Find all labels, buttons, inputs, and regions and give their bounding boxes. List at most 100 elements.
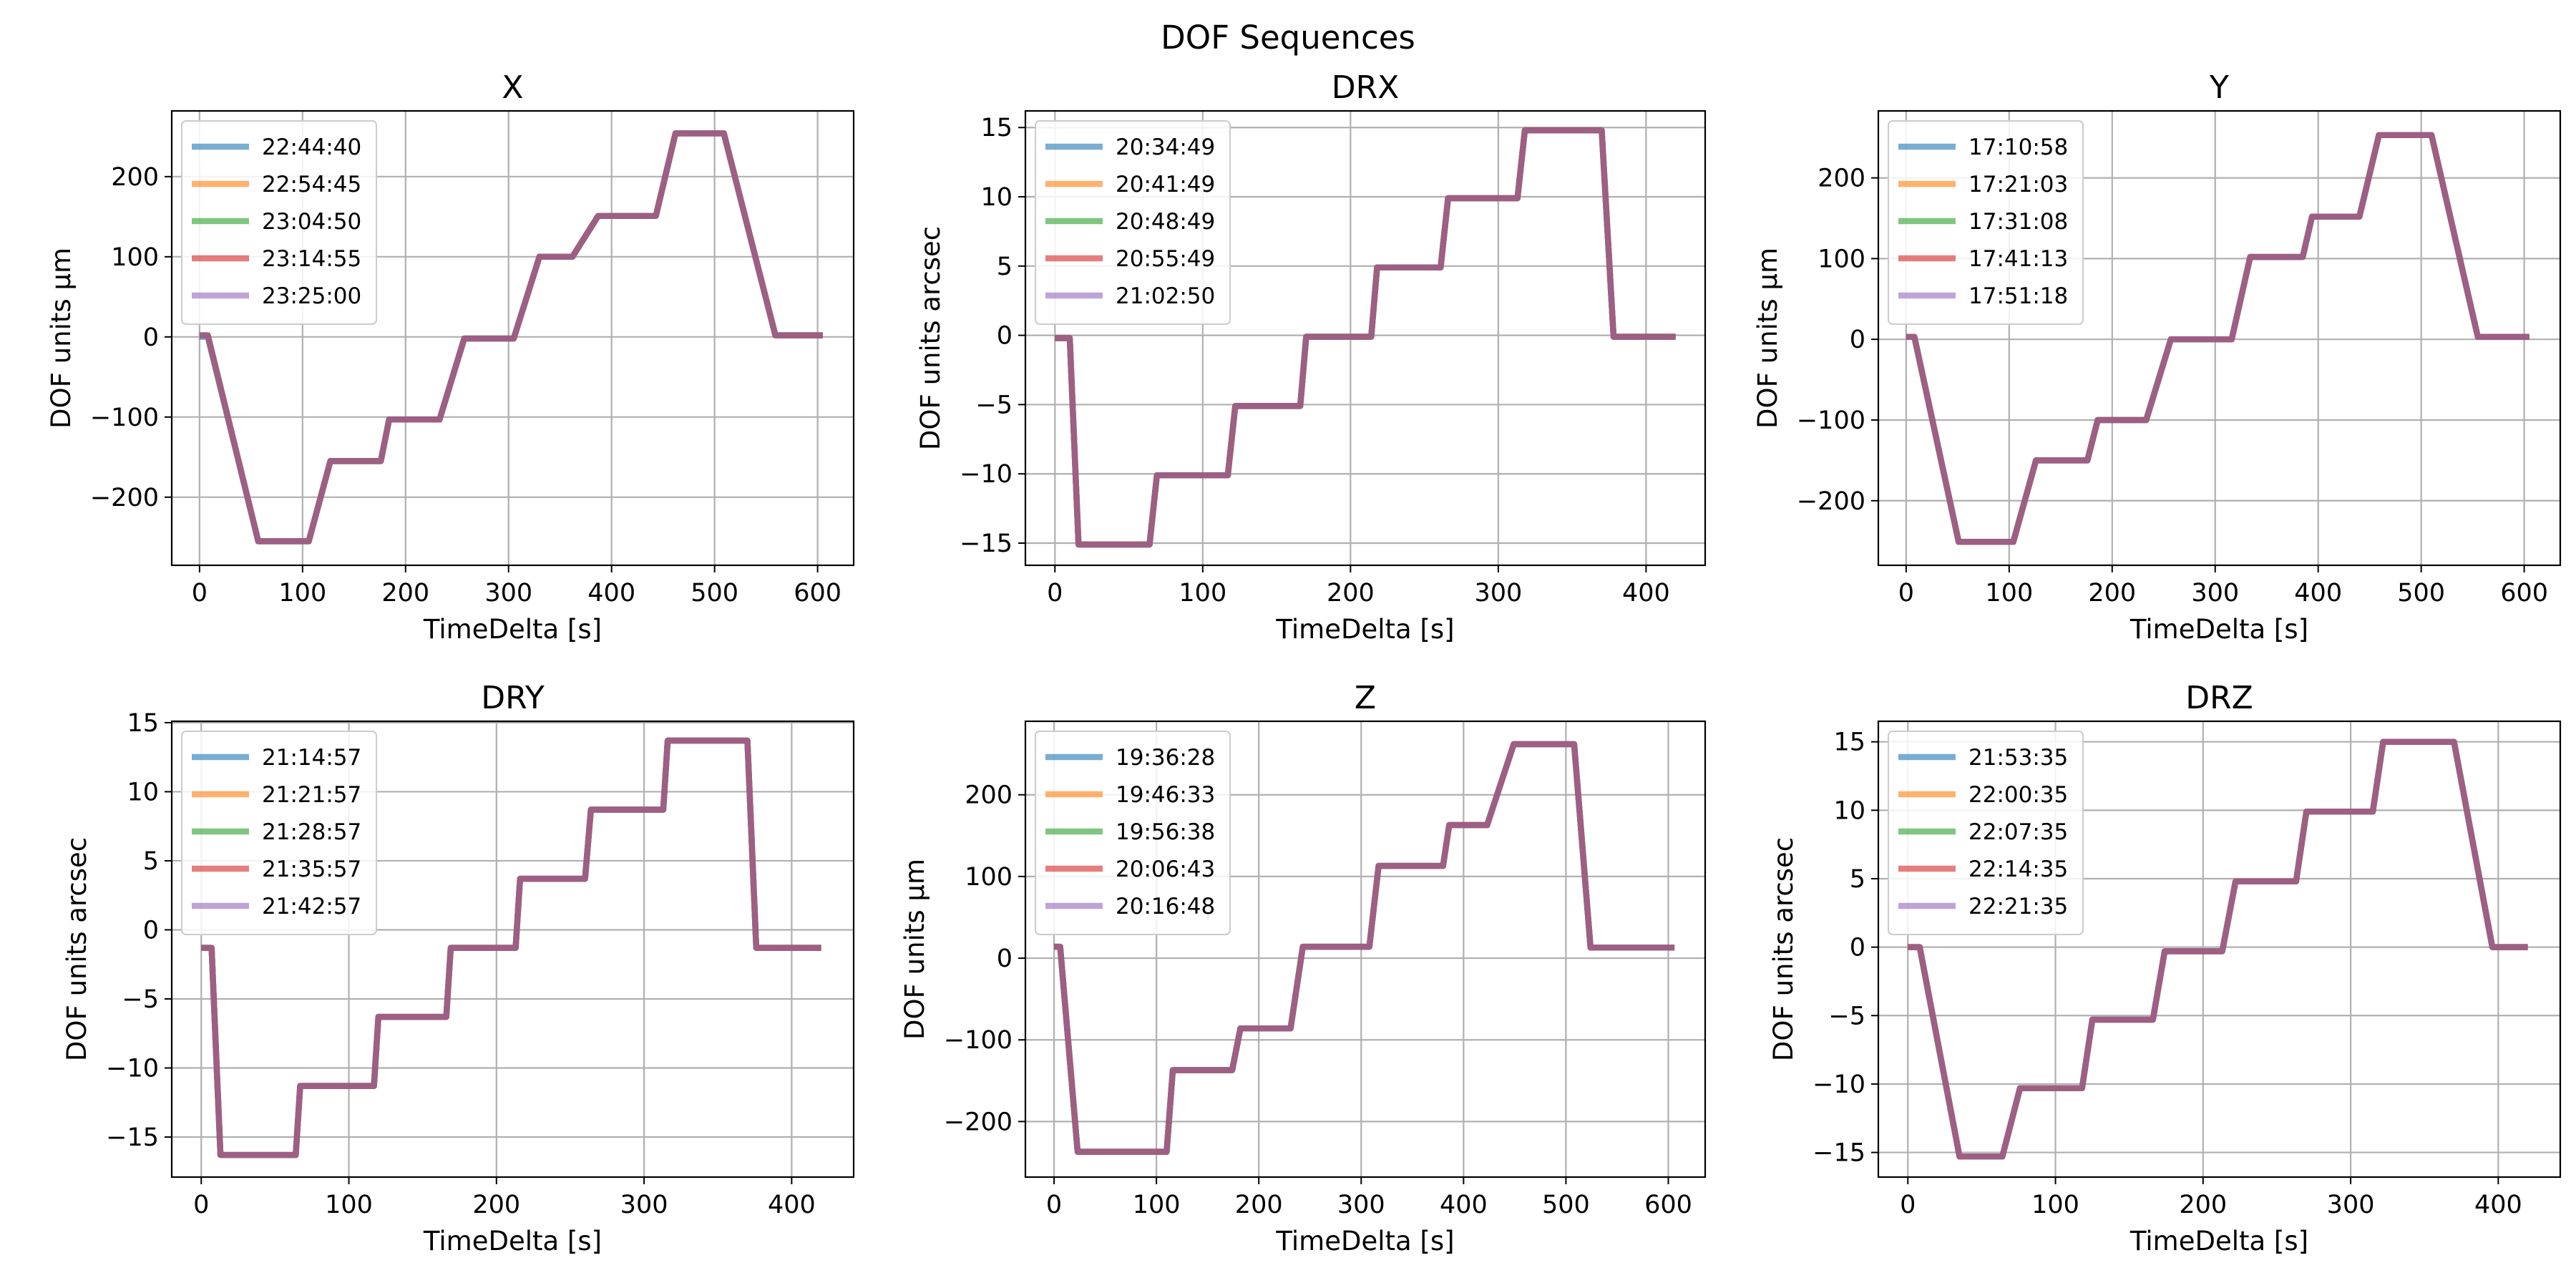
legend-label: 21:35:57 [262, 857, 361, 882]
subplots-container: 0 100 200 300 400 500 600−200−1000100200XTimeD… [46, 69, 2562, 1257]
legend-box [1035, 731, 1231, 935]
legend-label: 21:21:57 [262, 782, 361, 808]
y-axis-label: DOF units arcsec [915, 226, 946, 450]
x-tick-label: 0 [1898, 579, 1914, 608]
y-tick-label: 0 [997, 945, 1013, 973]
y-tick-label: −100 [1797, 406, 1865, 435]
y-tick-label: 0 [997, 322, 1013, 351]
y-axis-label: DOF units μm [899, 859, 930, 1040]
legend-label: 19:36:28 [1116, 745, 1215, 771]
y-tick-label: −10 [960, 460, 1013, 489]
legend-box [1888, 731, 2084, 935]
legend-label: 17:41:13 [1968, 246, 2068, 272]
legend-label: 22:21:35 [1968, 894, 2068, 919]
x-tick-label: 400 [2294, 579, 2342, 608]
y-tick-label: 100 [1818, 245, 1865, 273]
x-tick-label: 100 [278, 579, 326, 608]
figure-suptitle: DOF Sequences [1161, 19, 1415, 57]
x-tick-label: 600 [794, 579, 841, 608]
series-lines [199, 130, 823, 545]
y-tick-label: 5 [997, 253, 1013, 281]
legend: 17:10:58 17:21:03 17:31:08 17:41:13 17:51:18 [1888, 120, 2084, 325]
x-tick-label: 100 [1985, 579, 2033, 608]
x-tick-label: 300 [1337, 1191, 1385, 1219]
x-tick-label: 300 [2191, 579, 2239, 608]
series-lines [1054, 741, 1675, 1155]
legend-label: 23:14:55 [262, 246, 361, 272]
subplot-title: X [502, 69, 523, 106]
y-tick-label: −200 [1797, 487, 1865, 516]
legend-label: 20:16:48 [1116, 894, 1215, 919]
x-tick-label: 100 [325, 1191, 373, 1219]
y-tick-label: 0 [1850, 934, 1865, 962]
legend-box [181, 120, 377, 325]
x-tick-label: 500 [2397, 579, 2445, 608]
y-tick-label: 15 [980, 114, 1013, 142]
legend-label: 21:28:57 [262, 819, 361, 845]
axes-frame [1877, 720, 2562, 1179]
x-tick-label: 0 [1047, 579, 1063, 608]
x-tick-label: 300 [484, 579, 532, 608]
x-tick-label: 400 [768, 1191, 816, 1219]
axes-frame [170, 109, 855, 567]
axes-frame [1024, 720, 1707, 1179]
y-tick-label: −15 [106, 1123, 159, 1152]
subplot-title: DRY [481, 680, 545, 716]
y-tick-label: −15 [960, 530, 1013, 558]
legend-label: 21:02:50 [1116, 283, 1215, 309]
y-tick-label: 200 [111, 163, 159, 192]
y-tick-label: −5 [122, 985, 159, 1014]
x-tick-label: 500 [691, 579, 738, 608]
x-tick-label: 200 [1327, 579, 1375, 608]
subplot-z: 0 100 200 300 400 500 600 −200 −100 0 100 200 Z TimeD… [899, 680, 1707, 1257]
x-tick-label: 0 [1046, 1191, 1062, 1219]
subplot-title: Z [1355, 680, 1376, 716]
x-tick-label: 200 [2088, 579, 2136, 608]
y-tick-label: −10 [106, 1055, 159, 1083]
subplot-drx: 0 100 200 300 400 −15 −10 −5 0 5 10 15 DRX TimeDelta … [915, 69, 1707, 645]
subplot-y: 0 100 200 300 400 500 600 −200 −100 0 100 200 Y TimeD… [1752, 69, 2562, 645]
legend-label: 20:06:43 [1116, 857, 1215, 882]
x-tick-label: 0 [1900, 1191, 1916, 1219]
x-axis-label: TimeDelta [s] [1275, 614, 1454, 645]
y-tick-label: −15 [1813, 1139, 1865, 1168]
x-axis-label: TimeDelta [s] [1275, 1226, 1454, 1257]
x-tick-label: 0 [193, 1191, 209, 1219]
legend-label: 17:31:08 [1968, 209, 2068, 235]
series-line [1906, 132, 2529, 545]
legend-label: 23:04:50 [262, 209, 361, 235]
x-tick-label: 100 [1133, 1191, 1181, 1219]
y-tick-label: −10 [1813, 1070, 1865, 1099]
y-tick-label: 200 [965, 781, 1013, 810]
y-axis-label: DOF units arcsec [62, 837, 92, 1061]
x-tick-label: 200 [1235, 1191, 1283, 1219]
x-tick-label: 400 [1440, 1191, 1488, 1219]
series-lines [1906, 132, 2529, 545]
y-tick-label: 15 [1833, 728, 1865, 757]
x-tick-label: 300 [2327, 1191, 2375, 1219]
legend-label: 21:53:35 [1968, 745, 2068, 771]
subplot-title: DRZ [2185, 680, 2253, 716]
y-tick-label: 15 [127, 709, 159, 738]
x-tick-label: 400 [587, 579, 635, 608]
legend-label: 22:07:35 [1968, 819, 2068, 845]
legend-label: 19:56:38 [1116, 819, 1215, 845]
x-tick-label: 100 [2031, 1191, 2079, 1219]
legend-label: 20:41:49 [1116, 172, 1215, 197]
legend-label: 19:46:33 [1116, 782, 1215, 808]
y-tick-label: 5 [1850, 865, 1865, 894]
legend-label: 20:34:49 [1116, 135, 1215, 160]
y-tick-label: −5 [975, 391, 1013, 419]
x-tick-label: 600 [2500, 579, 2548, 608]
x-tick-label: 100 [1179, 579, 1226, 608]
x-axis-label: TimeDelta [s] [2129, 1226, 2308, 1257]
legend-label: 20:48:49 [1116, 209, 1215, 235]
series-lines [201, 737, 821, 1158]
legend-label: 22:54:45 [262, 172, 361, 197]
legend-label: 17:21:03 [1968, 172, 2068, 197]
x-tick-label: 200 [2179, 1191, 2227, 1219]
x-axis-label: TimeDelta [s] [423, 614, 602, 645]
x-tick-label: 200 [381, 579, 429, 608]
legend-label: 23:25:00 [262, 283, 361, 309]
x-tick-label: 600 [1644, 1191, 1692, 1219]
